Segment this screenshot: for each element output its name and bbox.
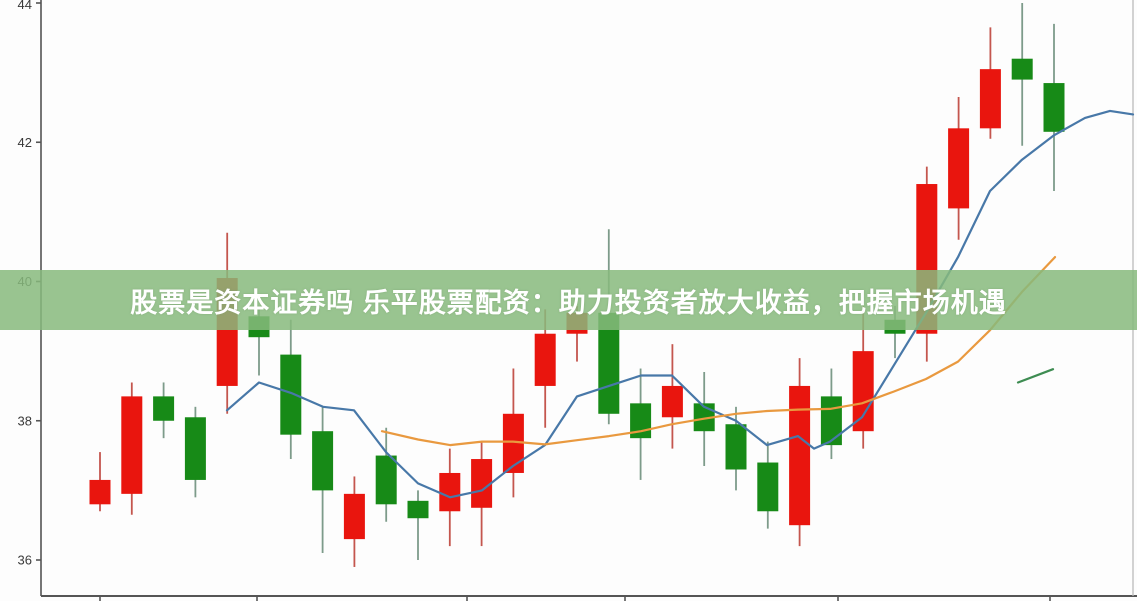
candle-body-up — [471, 459, 493, 508]
candle-body-up — [216, 278, 238, 386]
candle-body-up — [121, 396, 143, 494]
candle-body-down — [884, 319, 906, 334]
y-tick-label: 44 — [18, 0, 32, 12]
candle-body-up — [89, 479, 111, 505]
candle-body-up — [534, 333, 556, 386]
ma-orange — [380, 256, 1057, 447]
candle-body-down — [757, 462, 779, 512]
y-tick-label: 42 — [18, 135, 32, 150]
y-tick-label: 40 — [18, 274, 32, 289]
candle-body-down — [725, 424, 747, 470]
y-tick-label: 36 — [18, 553, 32, 568]
candle-body-down — [184, 417, 206, 480]
candle-body-up — [979, 69, 1001, 129]
candle-body-down — [280, 354, 302, 435]
candle-body-up — [948, 128, 970, 209]
candle-body-down — [820, 396, 842, 446]
candle-body-up — [789, 385, 811, 526]
candle-body-up — [852, 351, 874, 432]
y-tick-label: 38 — [18, 413, 32, 428]
candle-body-up — [439, 472, 461, 512]
candle-body-down — [312, 431, 334, 491]
ma-green-segment — [1016, 368, 1055, 384]
candle-body-down — [407, 500, 429, 519]
candle-body-up — [661, 385, 683, 418]
candle-body-up — [566, 312, 588, 334]
candle-body-down — [598, 312, 620, 414]
ma-blue — [225, 109, 1135, 499]
candle-body-down — [248, 316, 270, 338]
candle-body-up — [343, 493, 365, 540]
candle-body-down — [1011, 58, 1033, 80]
candle-body-down — [153, 396, 175, 421]
candle-body-down — [375, 455, 397, 505]
candle-body-down — [1043, 83, 1065, 132]
candle-body-up — [502, 413, 524, 473]
